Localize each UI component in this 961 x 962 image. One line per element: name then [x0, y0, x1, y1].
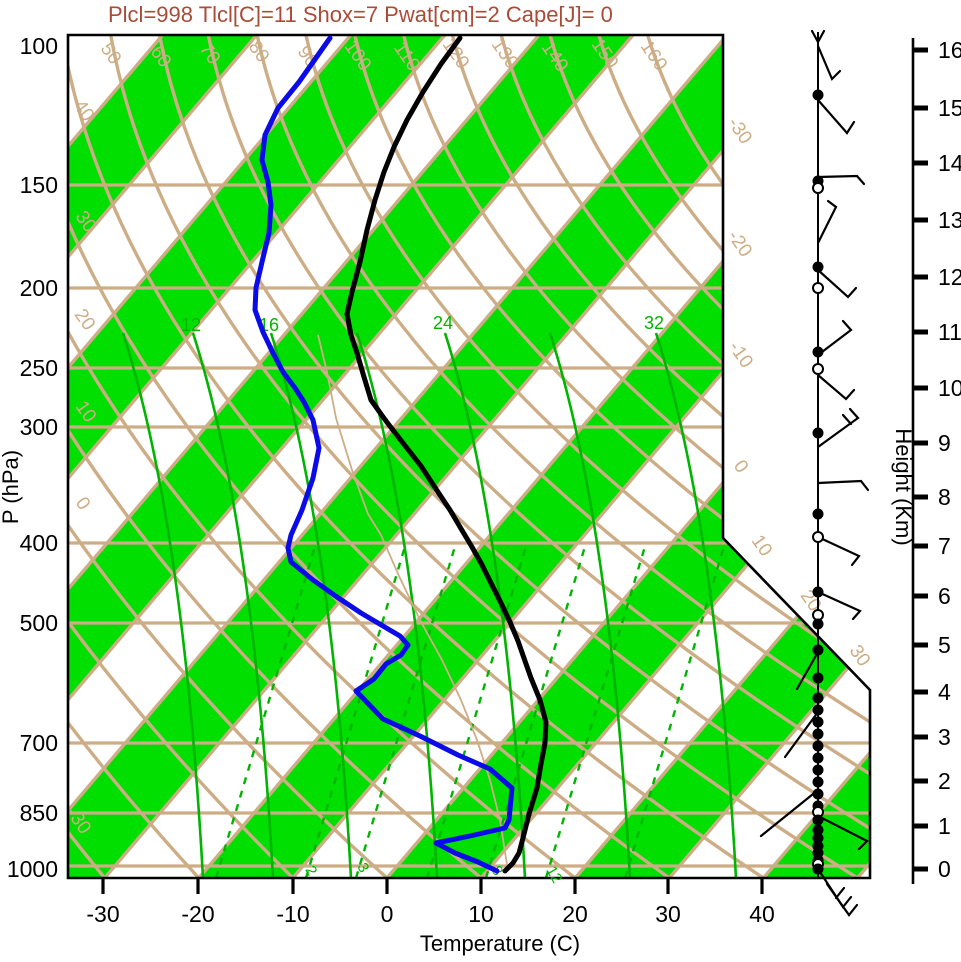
temperature-tick-label: 10	[468, 901, 494, 927]
wind-barb	[843, 415, 851, 424]
page-title: Plcl=998 Tlcl[C]=11 Shox=7 Pwat[cm]=2 Ca…	[108, 2, 613, 27]
pressure-tick-label: 400	[20, 530, 58, 556]
pressure-tick-label: 850	[20, 800, 58, 826]
temperature-tick-label: -30	[86, 901, 119, 927]
pressure-tick-label: 200	[20, 275, 58, 301]
isotherm-label: -20	[723, 227, 756, 262]
temperature-axis: -30 -20 -10 0 10 20 30 40 Temperature (C)	[86, 878, 774, 956]
height-tick-label: 14	[938, 150, 961, 176]
wind-station-dot	[813, 428, 824, 439]
isotherm-line	[763, 35, 961, 878]
height-tick-label: 9	[938, 430, 951, 456]
wind-barb	[818, 100, 854, 133]
isotherm-label: -10	[724, 338, 757, 373]
dry-adiabat-label: 50	[96, 39, 125, 68]
pressure-tick-label: 150	[20, 172, 58, 198]
wind-station-circle	[813, 183, 823, 193]
wind-station-dot	[813, 619, 824, 630]
moist-adiabat-label: 32	[644, 313, 664, 333]
isotherm-label: 10	[747, 531, 776, 560]
wind-barb	[818, 592, 860, 619]
height-tick-label: 1	[938, 813, 951, 839]
height-tick-label: 16	[938, 37, 961, 63]
wind-station-dot	[813, 753, 824, 764]
wind-barb	[827, 884, 857, 915]
wind-station-dot	[813, 587, 824, 598]
height-tick-label: 8	[938, 484, 951, 510]
height-tick-label: 12	[938, 264, 961, 290]
height-tick-label: 11	[938, 319, 961, 345]
height-tick-label: 10	[938, 375, 961, 401]
height-tick-label: 15	[938, 95, 961, 121]
wind-station-dot	[813, 90, 824, 101]
height-tick-label: 4	[938, 679, 951, 705]
height-axis-title: Height (Km)	[891, 428, 916, 545]
moist-adiabat-label: 12	[181, 315, 201, 335]
dry-adiabat-label: 20	[70, 305, 99, 334]
wind-station-circle	[813, 532, 823, 542]
wind-barb	[818, 201, 836, 243]
pressure-tick-label: 700	[20, 730, 58, 756]
dry-adiabat-label: 0	[71, 493, 94, 514]
pressure-tick-label: 100	[20, 33, 58, 59]
isotherm-label: -30	[723, 114, 756, 149]
wind-station-circle	[813, 364, 823, 374]
wind-barb	[818, 46, 840, 79]
wind-barb	[836, 888, 844, 898]
wind-station-circle	[813, 283, 823, 293]
height-tick-label: 13	[938, 207, 961, 233]
temperature-tick-label: 30	[655, 901, 681, 927]
wind-station-dot	[813, 693, 824, 704]
wind-station-dot	[813, 673, 824, 684]
temperature-tick-label: -20	[181, 901, 214, 927]
wind-station-dot	[813, 645, 824, 656]
pressure-axis: 100 150 200 250 300 400 500 700 850 1000 P (hPa)	[0, 33, 58, 882]
isotherm-label: 30	[845, 641, 874, 670]
wind-station-dot	[813, 347, 824, 358]
dry-adiabat-label: 160	[636, 37, 671, 75]
height-tick-label: 6	[938, 583, 951, 609]
plot-area	[0, 35, 961, 878]
wind-station-dot	[813, 717, 824, 728]
wind-station-dot	[813, 741, 824, 752]
wind-station-dot	[813, 777, 824, 788]
height-tick-label: 0	[938, 856, 951, 882]
wind-station-dot	[813, 262, 824, 273]
moist-adiabat-label: 24	[433, 313, 453, 333]
wind-station-dot	[813, 729, 824, 740]
wind-barb	[818, 270, 856, 297]
temperature-tick-label: -10	[276, 901, 309, 927]
wind-barb	[818, 409, 858, 447]
height-tick-label: 3	[938, 724, 951, 750]
height-tick-label: 5	[938, 632, 951, 658]
wind-station-dot	[813, 864, 824, 875]
wind-barb	[818, 537, 859, 565]
wind-station-dot	[813, 765, 824, 776]
wind-station-dot	[813, 705, 824, 716]
height-tick-label: 7	[938, 533, 951, 559]
height-tick-label: 2	[938, 768, 951, 794]
temperature-tick-label: 40	[749, 901, 775, 927]
mixing-ratio-label: 3	[353, 860, 372, 876]
wind-barb	[818, 481, 868, 490]
wind-barb	[818, 375, 854, 399]
temperature-tick-label: 20	[562, 901, 588, 927]
wind-station-dot	[813, 789, 824, 800]
pressure-tick-label: 250	[20, 355, 58, 381]
isotherm-label: 0	[729, 456, 752, 477]
wind-station-dot	[813, 509, 824, 520]
wind-station-dot	[813, 815, 824, 826]
wind-barb	[818, 176, 864, 184]
pressure-axis-title: P (hPa)	[0, 450, 23, 524]
pressure-tick-label: 1000	[7, 856, 58, 882]
temperature-axis-title: Temperature (C)	[420, 931, 580, 956]
pressure-tick-label: 300	[20, 414, 58, 440]
temperature-tick-label: 0	[381, 901, 394, 927]
green-band	[763, 35, 961, 878]
pressure-tick-label: 500	[20, 610, 58, 636]
